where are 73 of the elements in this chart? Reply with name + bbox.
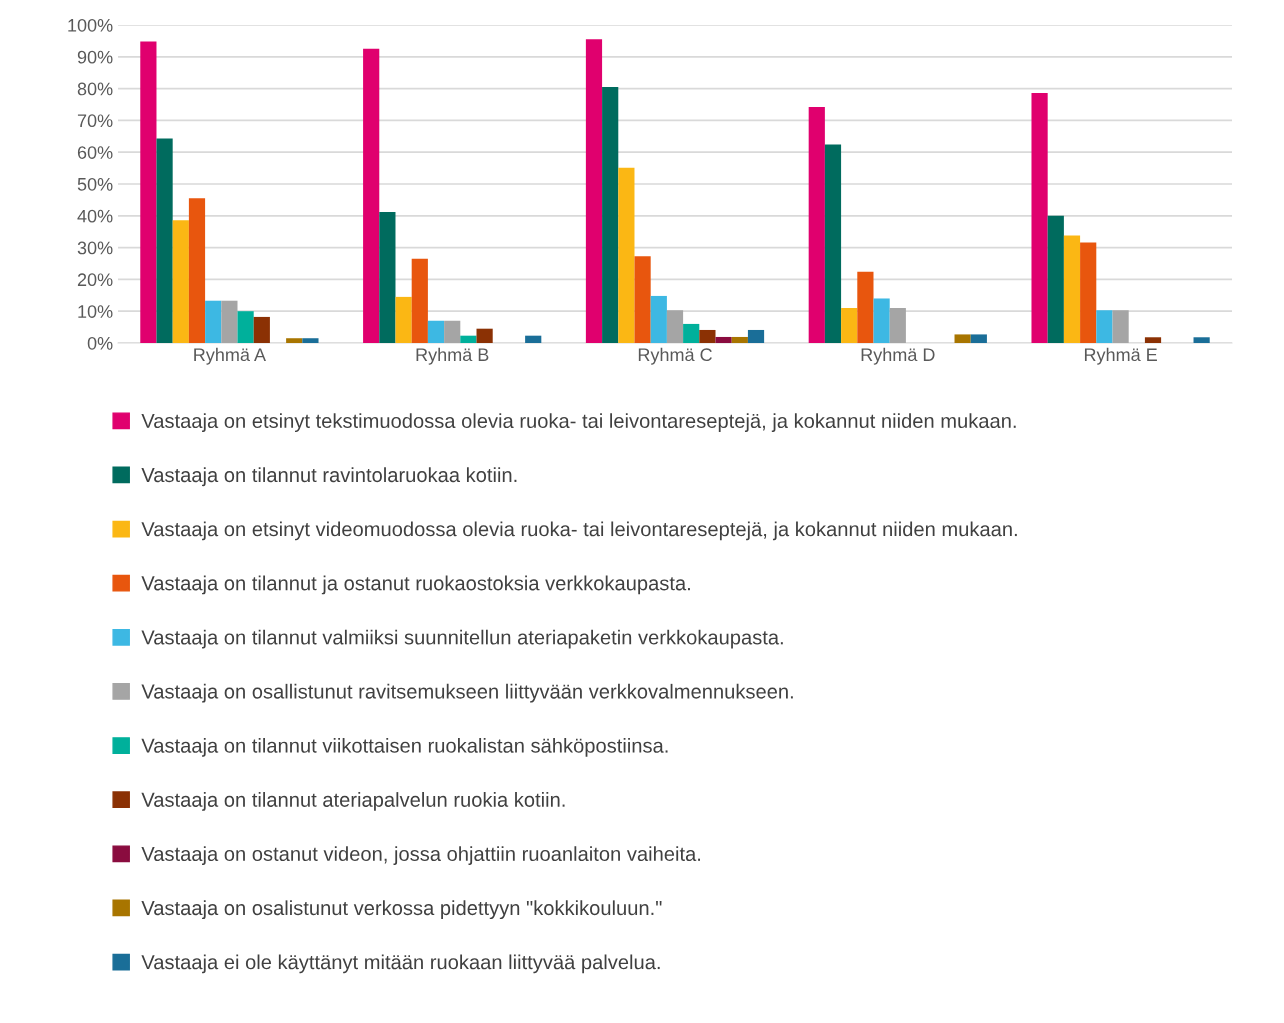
bar — [1080, 242, 1097, 343]
y-tick-label: 60% — [77, 146, 113, 159]
legend-label: Vastaaja on tilannut viikottaisen ruokalistan sähköpostiinsa. — [141, 737, 668, 757]
bar — [873, 298, 890, 343]
bar — [1112, 310, 1129, 343]
legend-label: Vastaaja on etsinyt tekstimuodossa olevia ruoka- tai leivontareseptejä, ja kokannut niiden mukaan. — [141, 413, 1016, 433]
bar — [954, 334, 971, 343]
bar — [602, 87, 619, 343]
bar — [824, 144, 842, 343]
bar — [585, 39, 603, 343]
y-tick-label: 30% — [77, 241, 113, 255]
y-tick-label: 90% — [77, 50, 113, 64]
bar — [444, 320, 461, 343]
legend-label: Vastaaja on ostanut videon, jossa ohjattiin ruoanlaiton vaiheita. — [141, 846, 701, 865]
y-tick-label: 50% — [77, 177, 113, 191]
x-tick-label: Ryhmä D — [861, 347, 935, 365]
legend-label: Vastaaja on tilannut valmiiksi suunnitellun ateriapaketin verkkokaupasta. — [141, 629, 783, 649]
bar — [411, 258, 428, 343]
bar — [302, 338, 319, 343]
bar — [188, 198, 206, 343]
bar — [1144, 337, 1162, 343]
bar — [1096, 310, 1113, 343]
bar — [363, 48, 380, 343]
bar — [889, 308, 906, 343]
bar — [525, 335, 542, 343]
bar — [221, 300, 238, 343]
bar — [476, 328, 493, 343]
x-tick-label: Ryhmä E — [1084, 347, 1157, 365]
bar — [841, 308, 858, 343]
bar — [140, 41, 157, 343]
bar — [460, 335, 477, 343]
bar — [205, 300, 222, 343]
bar — [618, 167, 635, 343]
bar — [731, 336, 748, 343]
bar — [634, 256, 651, 343]
bar — [1031, 93, 1048, 343]
y-tick-label: 10% — [78, 305, 113, 318]
bar — [970, 334, 987, 343]
legend-label: Vastaaja on osallistunut ravitsemukseen liittyvään verkkovalmennukseen. — [141, 683, 793, 703]
bar — [666, 310, 684, 343]
bar — [699, 329, 716, 343]
bar — [395, 296, 412, 343]
legend-label: Vastaaja on tilannut ateriapalvelun ruokia kotiin. — [141, 792, 565, 811]
bar — [1193, 337, 1210, 343]
bar — [1063, 235, 1081, 343]
x-tick-label: Ryhmä C — [638, 347, 712, 365]
y-tick-label: 80% — [77, 82, 113, 96]
bar — [808, 107, 825, 343]
legend-label: Vastaaja on osalistunut verkossa pidettyyn "kokkikouluun." — [141, 900, 662, 920]
bar — [286, 338, 303, 343]
bar — [253, 316, 270, 343]
bar — [650, 295, 667, 343]
bar — [747, 329, 765, 343]
bar — [172, 220, 189, 343]
bar — [715, 336, 732, 343]
y-tick-label: 100% — [68, 18, 113, 32]
bar — [379, 211, 396, 343]
x-tick-label: Ryhmä B — [416, 347, 489, 365]
bar — [683, 323, 700, 343]
bar — [857, 271, 874, 343]
y-tick-label: 20% — [77, 273, 113, 287]
legend-label: Vastaaja on tilannut ravintolaruokaa kotiin. — [141, 467, 517, 487]
legend-label: Vastaaja on tilannut ja ostanut ruokaostoksia verkkokaupasta. — [141, 575, 690, 595]
y-tick-label: 40% — [77, 209, 113, 223]
x-tick-label: Ryhmä A — [194, 347, 266, 365]
bar — [237, 311, 254, 343]
legend-label: Vastaaja on etsinyt videomuodossa olevia ruoka- tai leivontareseptejä, ja kokannut niiden mukaan. — [141, 521, 1017, 541]
bar — [156, 138, 173, 343]
y-tick-label: 0% — [87, 336, 113, 350]
y-tick-label: 70% — [77, 114, 113, 128]
legend-label: Vastaaja ei ole käyttänyt mitään ruokaan liittyvää palvelua. — [141, 954, 660, 974]
bar — [1047, 215, 1064, 343]
bar — [427, 320, 445, 343]
